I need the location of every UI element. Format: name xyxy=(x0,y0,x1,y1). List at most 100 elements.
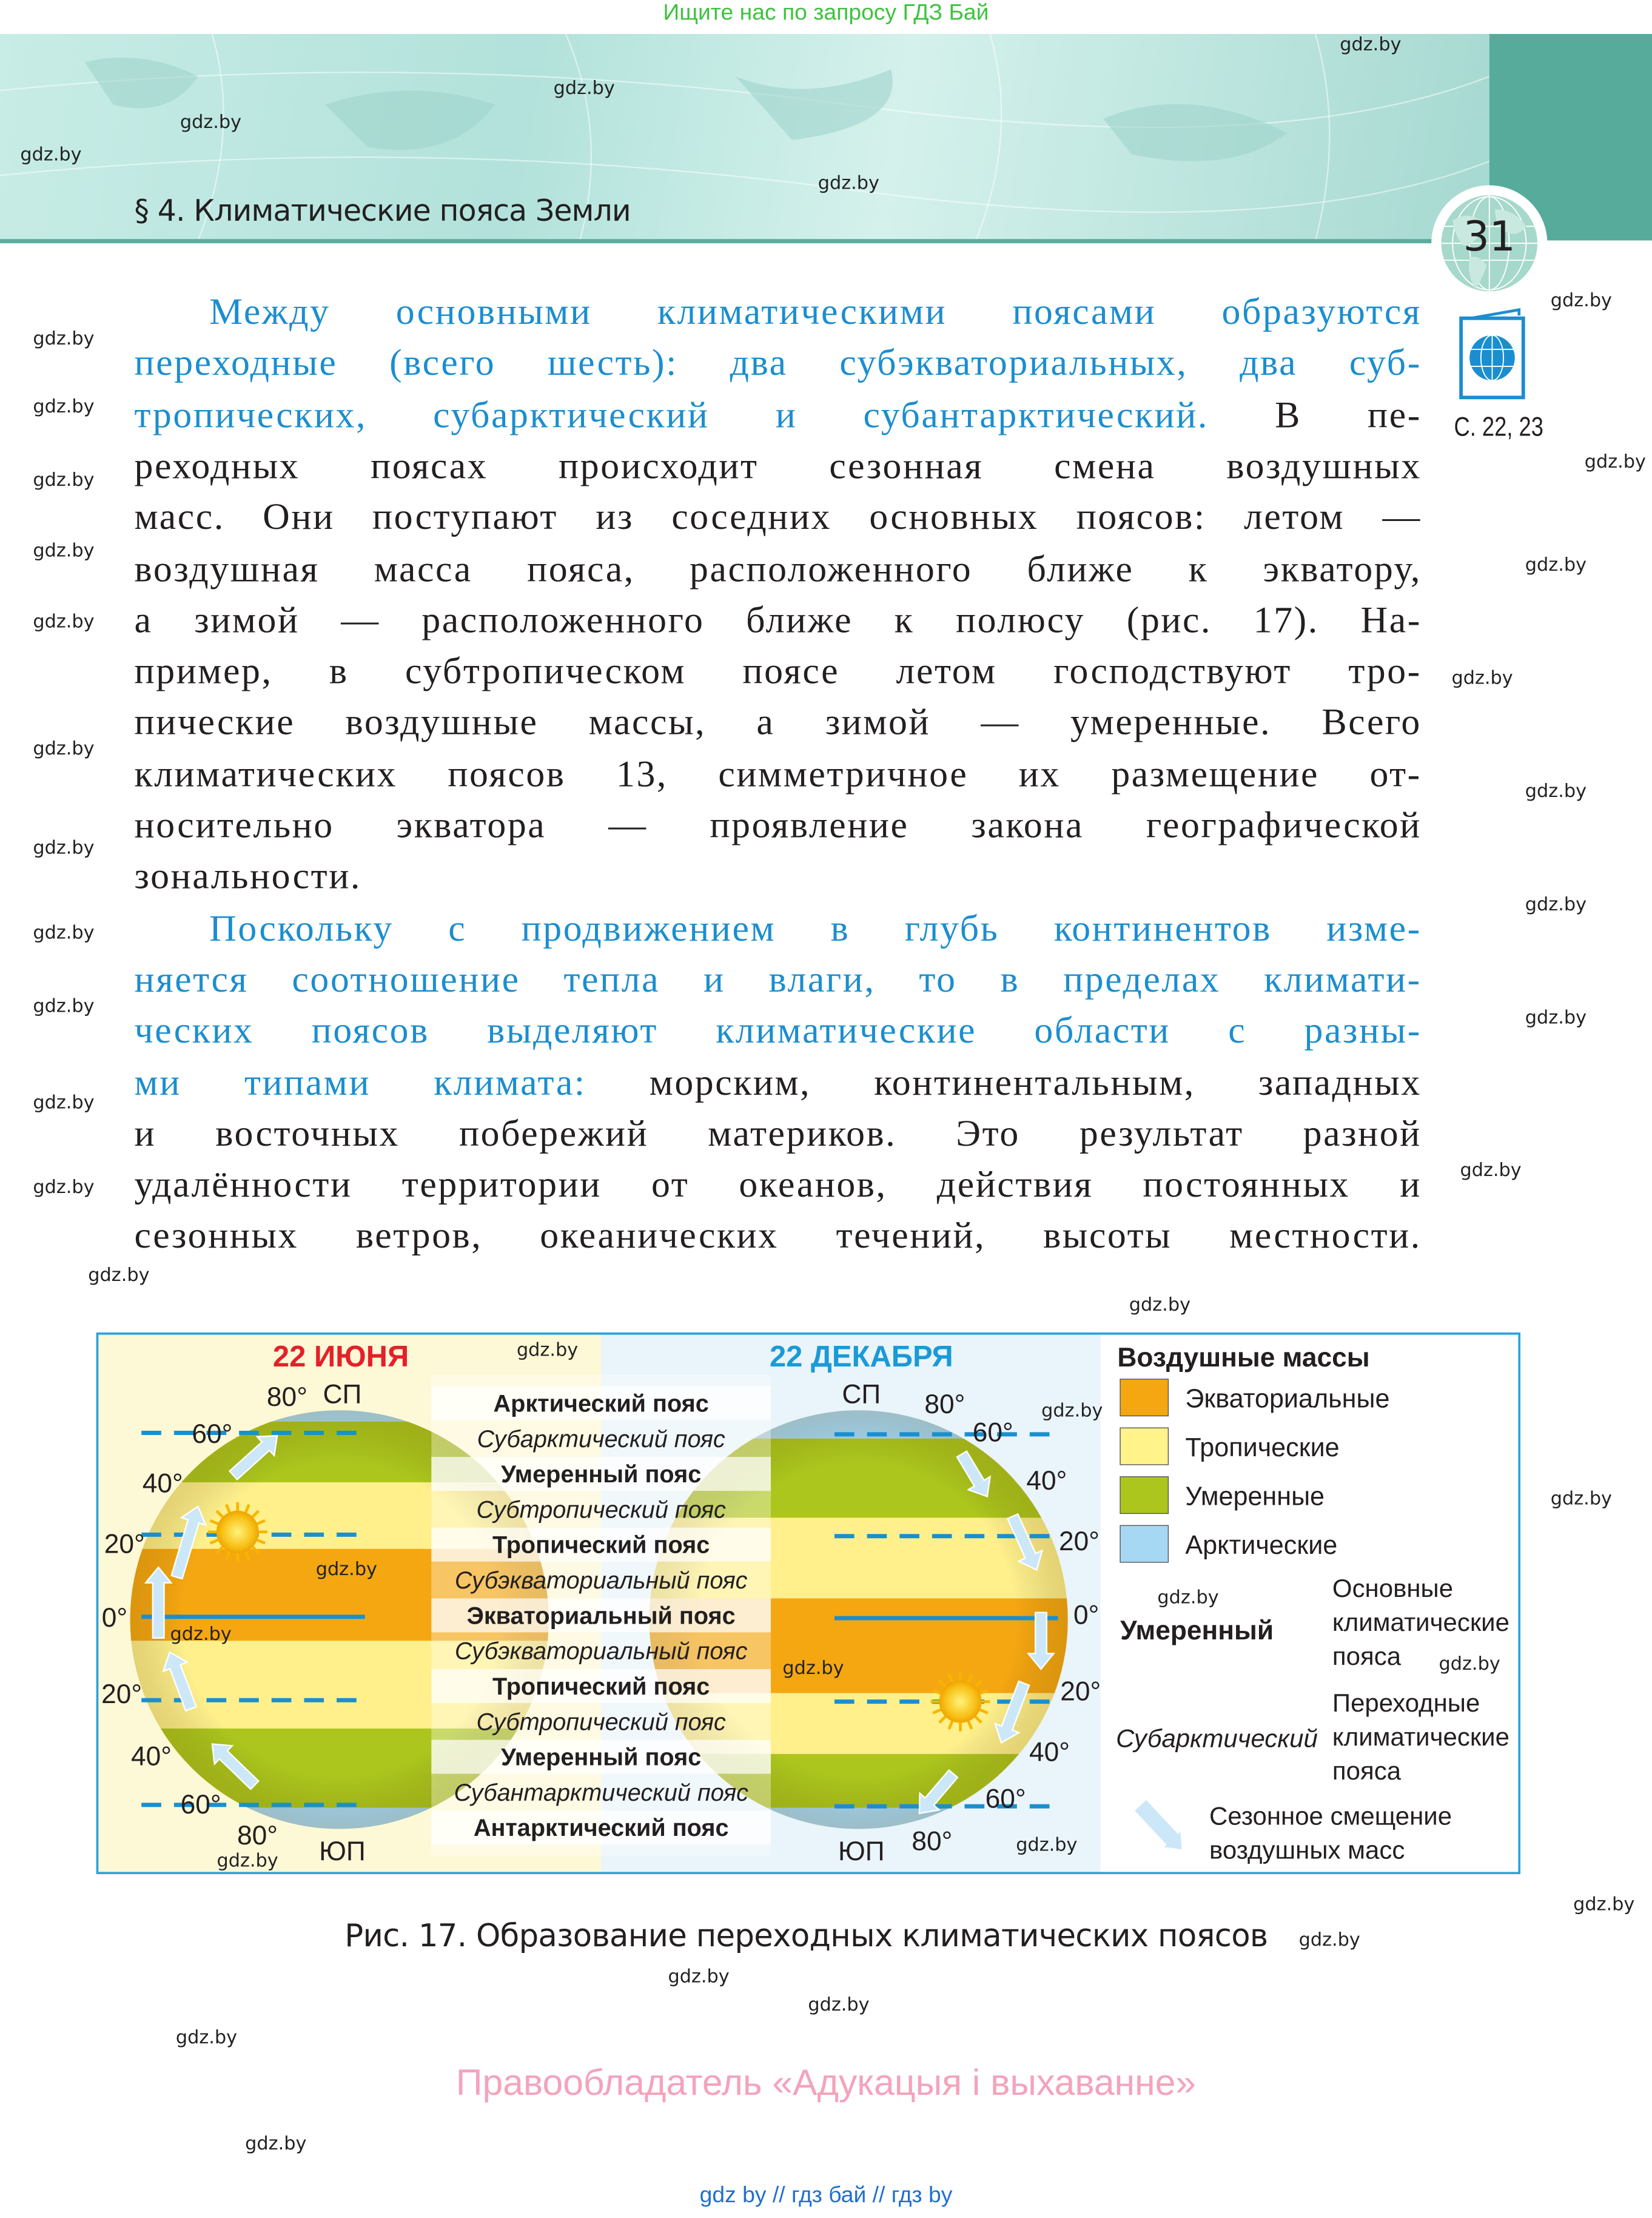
watermark-text: gdz.by xyxy=(33,922,95,944)
header-divider xyxy=(0,239,1489,244)
seasonal-shift-arrow-icon xyxy=(1132,1798,1183,1851)
watermark-text: gdz.by xyxy=(33,1092,95,1114)
body-line: пические воздушные массы, а зимой — умер… xyxy=(135,696,1422,747)
pole-label: СП xyxy=(323,1380,361,1410)
latitude-label: 60° xyxy=(985,1784,1026,1814)
body-line: масс. Они поступают из соседних основных… xyxy=(135,491,1422,542)
seasonal-shift-arrow-icon xyxy=(211,1743,260,1790)
watermark-text: gdz.by xyxy=(1460,1160,1522,1182)
latitude-label: 20° xyxy=(104,1530,145,1559)
watermark-text: gdz.by xyxy=(668,1966,730,1988)
globe-icon xyxy=(1431,185,1548,301)
pole-label: ЮП xyxy=(319,1837,366,1866)
watermark-text: gdz.by xyxy=(170,1624,232,1646)
text-segment: сезонных ветров, океанических течений, в… xyxy=(134,1214,1422,1257)
body-line: а зимой — расположенного ближе к полюсу … xyxy=(135,594,1422,645)
latitude-label: 0° xyxy=(1073,1600,1099,1630)
text-segment: климатических поясов 13, симметричное их… xyxy=(134,751,1422,795)
watermark-text: gdz.by xyxy=(33,329,95,351)
figure-17-climate-belts: 22 ИЮНЯ 22 ДЕКАБРЯ 80° СП60°40°20°0°20°40… xyxy=(96,1332,1521,1875)
latitude-label: 40° xyxy=(1029,1738,1070,1767)
label-box xyxy=(431,1739,771,1774)
legend-label: Тропические xyxy=(1185,1433,1339,1462)
latitude-label: 80° xyxy=(237,1821,278,1850)
legend-trans-desc-1: Переходные xyxy=(1332,1689,1480,1717)
watermark-text: gdz.by xyxy=(33,996,95,1018)
main-belt-label: Экваториальный пояс xyxy=(467,1602,736,1629)
watermark-text: gdz.by xyxy=(1298,1930,1360,1952)
legend-arrow-desc-1: Сезонное смещение xyxy=(1209,1802,1452,1830)
body-line: воздушная масса пояса, расположенного бл… xyxy=(135,542,1422,593)
latitude-label: 80° xyxy=(924,1390,965,1419)
text-segment: реходных поясах происходит сезонная смен… xyxy=(134,444,1422,487)
legend-label: Умеренные xyxy=(1185,1482,1325,1511)
legend-swatch xyxy=(1120,1427,1169,1465)
latitude-label: 80° xyxy=(912,1827,952,1857)
atlas-icon xyxy=(1457,306,1530,409)
watermark-text: gdz.by xyxy=(818,173,879,195)
sun-icon xyxy=(207,1502,990,1732)
watermark-text: gdz.by xyxy=(1439,1654,1500,1676)
watermark-text: gdz.by xyxy=(1525,895,1587,916)
watermark-text: gdz.by xyxy=(33,397,95,418)
text-segment: удалённости территории от океанов, дейст… xyxy=(134,1163,1422,1206)
body-line: удалённости территории от океанов, дейст… xyxy=(135,1158,1422,1209)
main-belt-label: Умеренный пояс xyxy=(501,1461,701,1488)
label-box xyxy=(431,1527,771,1562)
footer-links[interactable]: gdz by // гдз бай // гдз by xyxy=(699,2183,953,2208)
latitude-label: 20° xyxy=(101,1679,142,1709)
latitude-label: 20° xyxy=(1060,1676,1101,1706)
watermark-text: gdz.by xyxy=(1573,1894,1635,1916)
text-segment: морским, континентальным, западных xyxy=(586,1060,1422,1103)
legend-arrow-desc-2: воздушных масс xyxy=(1209,1835,1405,1864)
watermark-text: gdz.by xyxy=(1525,1007,1587,1029)
watermark-text: gdz.by xyxy=(1525,555,1587,577)
june-title: 22 ИЮНЯ xyxy=(273,1340,409,1373)
seasonal-shift-arrow-icon xyxy=(993,1680,1030,1744)
body-line: Между основными климатическими поясами о… xyxy=(209,286,1422,337)
transitional-belt-label: Субантарктический пояс xyxy=(454,1779,748,1806)
legend-trans-desc-2: климатические xyxy=(1332,1722,1509,1751)
seasonal-shift-arrow-icon xyxy=(1006,1513,1043,1571)
legend-main-desc-1: Основные xyxy=(1332,1574,1453,1602)
legend-title: Воздушные массы xyxy=(1117,1343,1369,1373)
watermark-text: gdz.by xyxy=(553,78,615,100)
seasonal-shift-arrow-icon xyxy=(918,1769,959,1815)
watermark-text: gdz.by xyxy=(33,470,95,492)
latitude-label: 80° xyxy=(267,1382,307,1412)
legend-main-desc-3: пояса xyxy=(1332,1642,1402,1670)
body-line: няется соотношение тепла и влаги, то в п… xyxy=(135,953,1422,1004)
watermark-text: gdz.by xyxy=(33,611,95,633)
latitude-label: 0° xyxy=(102,1603,127,1633)
body-line: климатических поясов 13, симметричное их… xyxy=(135,748,1422,799)
figure-border xyxy=(96,1332,1521,1875)
legend-swatch xyxy=(1120,1476,1169,1514)
latitude-label: 20° xyxy=(1059,1527,1100,1556)
watermark-text: gdz.by xyxy=(516,1340,579,1362)
watermark-text: gdz.by xyxy=(782,1658,844,1680)
header-banner xyxy=(0,33,1489,241)
text-segment: пример, в субтропическом поясе летом гос… xyxy=(134,649,1422,692)
watermark-text: gdz.by xyxy=(1340,35,1402,56)
watermark-text: gdz.by xyxy=(245,2134,307,2156)
text-segment: В пе- xyxy=(1208,392,1422,435)
latitude-label: 40° xyxy=(143,1468,183,1498)
main-belt-label: Умеренный пояс xyxy=(501,1744,701,1771)
legend-transitional-example: Субарктический xyxy=(1116,1724,1318,1752)
watermark-text: gdz.by xyxy=(1550,291,1613,312)
atlas-page-reference: С. 22, 23 xyxy=(1454,412,1543,443)
copyright-note: Правообладатель «Адукацыя і выхаванне» xyxy=(455,2061,1197,2103)
transitional-belt-label: Субэкваториальный пояс xyxy=(455,1567,748,1594)
transitional-belt-label: Субарктический пояс xyxy=(477,1426,725,1453)
seasonal-shift-arrow-icon xyxy=(228,1434,278,1481)
watermark-text: gdz.by xyxy=(1129,1295,1191,1317)
latitude-label: 60° xyxy=(973,1418,1013,1448)
watermark-text: gdz.by xyxy=(180,112,242,134)
label-box xyxy=(431,1810,771,1845)
watermark-text: gdz.by xyxy=(1451,668,1513,690)
top-promo-note: Ищите нас по запросу ГДЗ Бай xyxy=(663,1,989,25)
transitional-belt-label: Субтропический пояс xyxy=(477,1709,726,1735)
body-line: реходных поясах происходит сезонная смен… xyxy=(135,440,1422,491)
watermark-text: gdz.by xyxy=(88,1265,150,1287)
